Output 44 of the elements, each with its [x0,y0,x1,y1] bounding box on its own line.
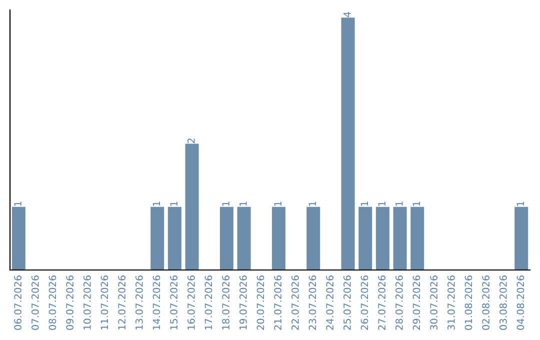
data-label: 1 [240,202,247,206]
x-tick-label: 19.07.2026 [239,275,247,330]
data-label: 1 [378,202,386,206]
x-tick-label: 12.07.2026 [118,275,126,330]
data-label: 1 [412,202,420,206]
x-tick-label: 09.07.2026 [66,275,74,330]
data-label: 4 [344,12,351,18]
data-label: 1 [14,202,22,206]
x-tick-label: 18.07.2026 [222,275,230,330]
x-tick-label: 25.07.2026 [343,275,351,330]
data-label: 1 [308,202,316,206]
x-tick-label: 22.07.2026 [291,275,299,330]
data-label: 1 [222,202,230,206]
x-tick-label: 29.07.2026 [412,275,420,330]
x-tick-label: 08.07.2026 [48,275,56,330]
x-tick-label: 04.08.2026 [516,275,524,330]
x-tick-label: 10.07.2026 [83,275,91,330]
x-tick-label: 28.07.2026 [395,275,403,330]
data-label: 1 [274,202,282,206]
data-label: 1 [152,202,160,206]
x-tick-label: 14.07.2026 [152,275,160,330]
x-tick-label: 30.07.2026 [430,275,438,330]
x-tick-label: 24.07.2026 [326,275,334,330]
x-tick-label: 20.07.2026 [256,275,264,330]
x-tick-label: 21.07.2026 [274,275,282,330]
data-label: 1 [360,202,368,206]
x-tick-label: 16.07.2026 [187,275,195,330]
x-tick-label: 26.07.2026 [360,275,368,330]
x-tick-label: 01.08.2026 [464,275,472,330]
x-tick-label: 11.07.2026 [100,275,108,330]
x-tick-label: 13.07.2026 [135,275,143,330]
data-label: 2 [187,138,195,144]
x-tick-label: 23.07.2026 [308,275,316,330]
x-tick-label: 15.07.2026 [170,275,178,330]
x-tick-label: 06.07.2026 [14,275,22,330]
x-tick-label: 07.07.2026 [31,275,39,330]
x-tick-label: 02.08.2026 [482,275,490,330]
x-tick-label: 17.07.2026 [204,275,212,330]
data-label: 1 [516,202,524,206]
x-tick-label: 27.07.2026 [378,275,386,330]
data-label: 1 [396,202,403,206]
x-tick-label: 31.07.2026 [447,275,455,330]
x-tick-label: 03.08.2026 [499,275,507,330]
data-label: 1 [170,202,178,206]
